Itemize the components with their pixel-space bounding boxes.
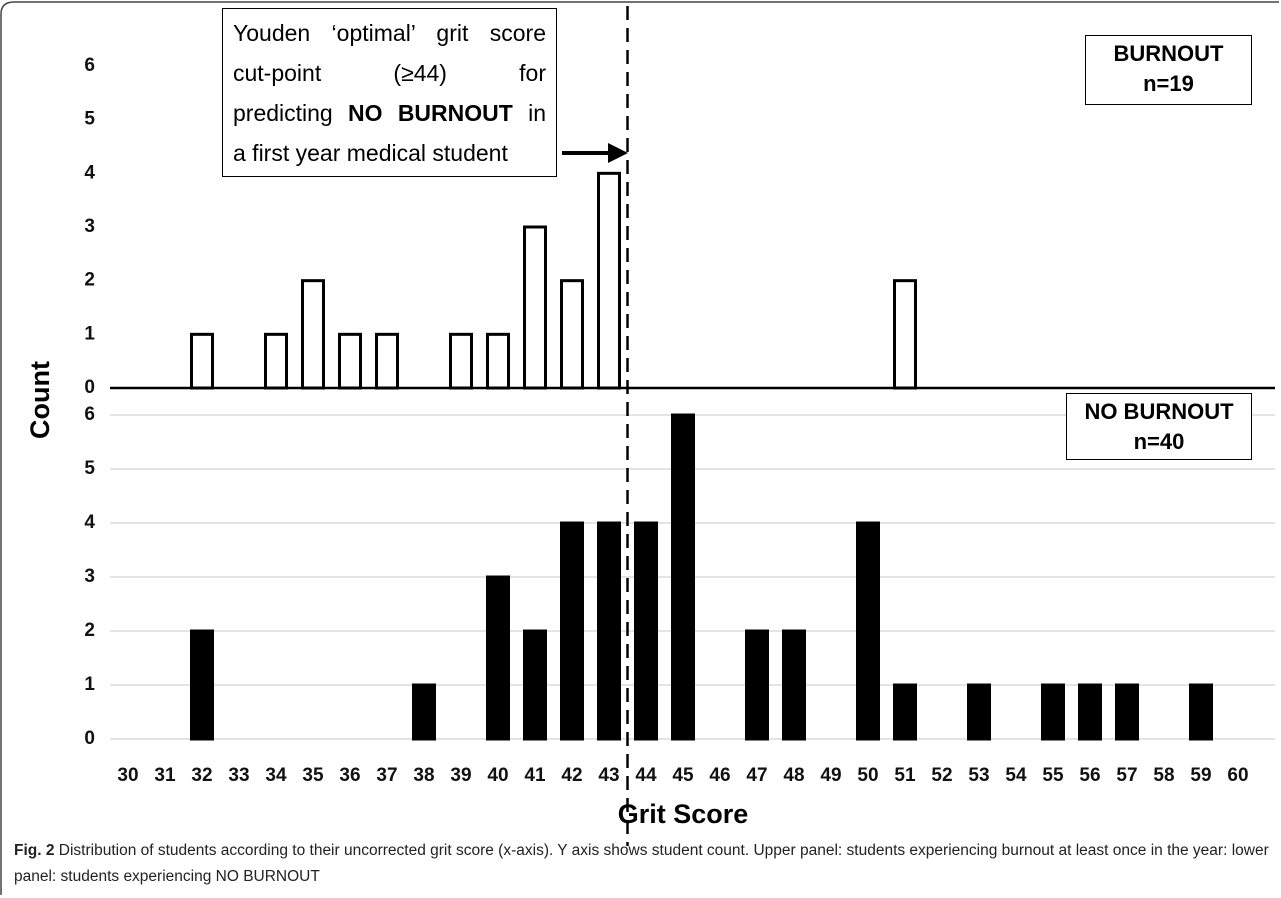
y-tick-label: 2	[84, 270, 95, 291]
bar	[856, 521, 880, 741]
x-tick-label: 48	[783, 765, 804, 786]
bar	[190, 332, 214, 390]
annotation-line: predicting NO BURNOUT in	[233, 93, 546, 133]
x-tick-label: 35	[302, 765, 324, 786]
annotation-bold: NO BURNOUT	[348, 100, 513, 126]
annotation: Youden ‘optimal’ grit score cut-point (≥…	[222, 8, 557, 177]
y-tick-label: 0	[84, 377, 95, 398]
legend: BURNOUT n=19	[1085, 35, 1252, 105]
y-tick-label: 5	[84, 109, 95, 130]
x-tick-label: 39	[450, 765, 471, 786]
bar	[412, 683, 436, 741]
bar	[264, 332, 288, 390]
x-tick-label: 59	[1190, 765, 1211, 786]
y-tick-label: 6	[84, 55, 95, 76]
annotation-line: Youden ‘optimal’ grit score	[233, 20, 546, 46]
bar	[190, 629, 214, 741]
x-tick-label: 49	[820, 765, 841, 786]
bar	[597, 171, 621, 390]
y-tick-label: 1	[84, 674, 95, 695]
x-tick-label: 52	[931, 765, 952, 786]
caption-text: Distribution of students according to th…	[14, 842, 1269, 885]
annotation-text: predicting	[233, 100, 333, 126]
y-tick-label: 4	[84, 512, 95, 533]
bar	[893, 279, 917, 390]
bar	[560, 521, 584, 741]
x-tick-label: 38	[413, 765, 434, 786]
bar	[486, 575, 510, 741]
bar	[1041, 683, 1065, 741]
bar	[1189, 683, 1213, 741]
arrow-head	[608, 143, 628, 163]
caption: Fig. 2 Distribution of students accordin…	[14, 838, 1269, 890]
bar	[967, 683, 991, 741]
y-axis-label: Count	[25, 361, 55, 439]
x-tick-label: 40	[487, 765, 508, 786]
caption-label: Fig. 2	[14, 842, 55, 859]
y-tick-label: 3	[84, 566, 95, 587]
y-tick-label: 0	[84, 728, 95, 749]
annotation-text: in	[528, 100, 547, 126]
x-tick-label: 60	[1227, 765, 1248, 786]
bar	[745, 629, 769, 741]
bar	[449, 332, 473, 390]
y-tick-label: 6	[84, 404, 95, 425]
y-tick-label: 4	[84, 162, 95, 183]
y-tick-label: 5	[84, 458, 95, 479]
x-tick-label: 55	[1042, 765, 1064, 786]
annotation-line: cut-point (≥44) for	[233, 60, 546, 86]
x-tick-label: 41	[524, 765, 546, 786]
bar	[893, 683, 917, 741]
x-tick-label: 51	[894, 765, 916, 786]
x-tick-label: 54	[1005, 765, 1027, 786]
legend-name: BURNOUT	[1113, 41, 1224, 66]
legend-note: n=19	[1143, 71, 1194, 96]
bar	[1115, 683, 1139, 741]
x-tick-label: 53	[968, 765, 989, 786]
bar	[1078, 683, 1102, 741]
x-tick-label: 44	[635, 765, 657, 786]
bar	[338, 332, 362, 390]
x-tick-label: 56	[1079, 765, 1100, 786]
bar	[782, 629, 806, 741]
legend-name: NO BURNOUT	[1084, 399, 1234, 424]
bar	[523, 629, 547, 741]
x-tick-label: 57	[1116, 765, 1137, 786]
x-tick-label: 37	[376, 765, 397, 786]
bar	[597, 521, 621, 741]
bar	[301, 279, 325, 390]
bar	[523, 225, 547, 390]
x-tick-label: 31	[154, 765, 176, 786]
x-tick-label: 50	[857, 765, 878, 786]
x-tick-label: 47	[746, 765, 767, 786]
x-tick-label: 43	[598, 765, 619, 786]
x-tick-label: 36	[339, 765, 360, 786]
bar	[560, 279, 584, 390]
x-tick-label: 30	[117, 765, 138, 786]
x-tick-label: 46	[709, 765, 730, 786]
x-tick-label: 32	[191, 765, 212, 786]
y-tick-label: 1	[84, 323, 95, 344]
legend: NO BURNOUT n=40	[1066, 393, 1252, 460]
x-tick-label: 33	[228, 765, 249, 786]
x-tick-label: 42	[561, 765, 582, 786]
bar	[671, 413, 695, 741]
legend-note: n=40	[1133, 429, 1185, 454]
bar	[486, 332, 510, 390]
annotation-line: a first year medical student	[233, 140, 508, 166]
x-tick-label: 45	[672, 765, 694, 786]
y-tick-label: 2	[84, 620, 95, 641]
x-tick-label: 58	[1153, 765, 1174, 786]
bar	[375, 332, 399, 390]
y-tick-label: 3	[84, 216, 95, 237]
x-axis-label: Grit Score	[618, 799, 749, 829]
x-tick-label: 34	[265, 765, 287, 786]
bar	[634, 521, 658, 741]
